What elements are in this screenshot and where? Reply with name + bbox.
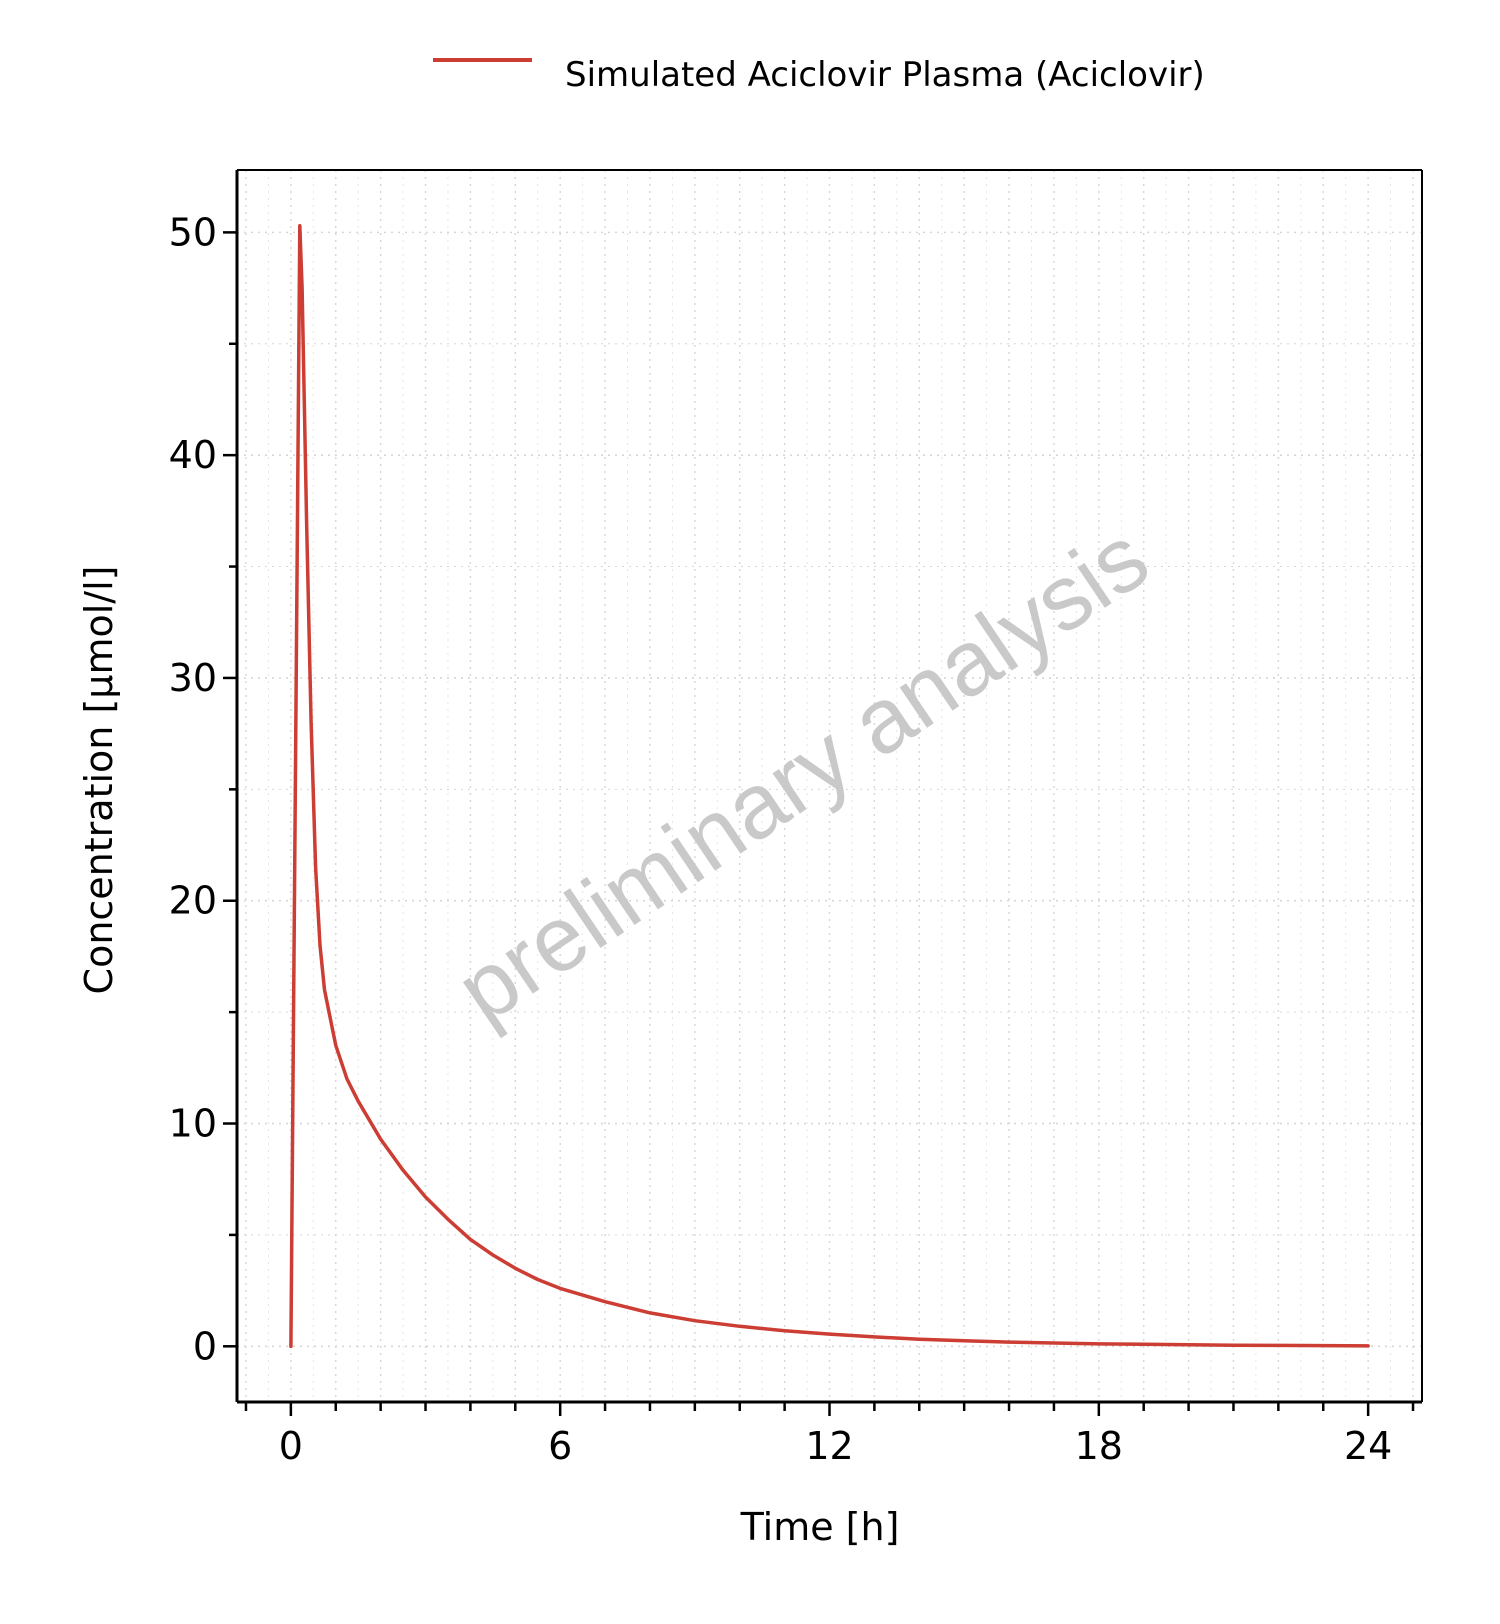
legend: Simulated Aciclovir Plasma (Aciclovir) [433, 55, 1205, 95]
x-axis-title: Time [h] [740, 1505, 900, 1549]
x-tick-label: 18 [1075, 1424, 1123, 1468]
series-line [289, 223, 1370, 1349]
y-tick-label: 50 [169, 210, 217, 254]
watermark-text: preliminary analysis [439, 506, 1166, 1042]
x-tick-label: 6 [548, 1424, 572, 1468]
y-tick-label: 10 [169, 1102, 217, 1146]
tick-labels: 0 6 12 18 24 0 10 20 30 40 50 [169, 210, 1393, 1468]
y-tick-label: 20 [169, 879, 217, 923]
legend-label: Simulated Aciclovir Plasma (Aciclovir) [565, 55, 1205, 95]
y-axis-title: Concentration [µmol/l] [77, 566, 121, 995]
y-tick-label: 40 [169, 433, 217, 477]
axes [223, 169, 1423, 1416]
y-tick-label: 0 [193, 1324, 217, 1368]
x-tick-label: 24 [1344, 1424, 1392, 1468]
x-tick-label: 12 [805, 1424, 853, 1468]
grid [237, 170, 1422, 1402]
x-tick-label: 0 [279, 1424, 303, 1468]
series-layer [289, 223, 1370, 1349]
y-tick-label: 30 [169, 656, 217, 700]
